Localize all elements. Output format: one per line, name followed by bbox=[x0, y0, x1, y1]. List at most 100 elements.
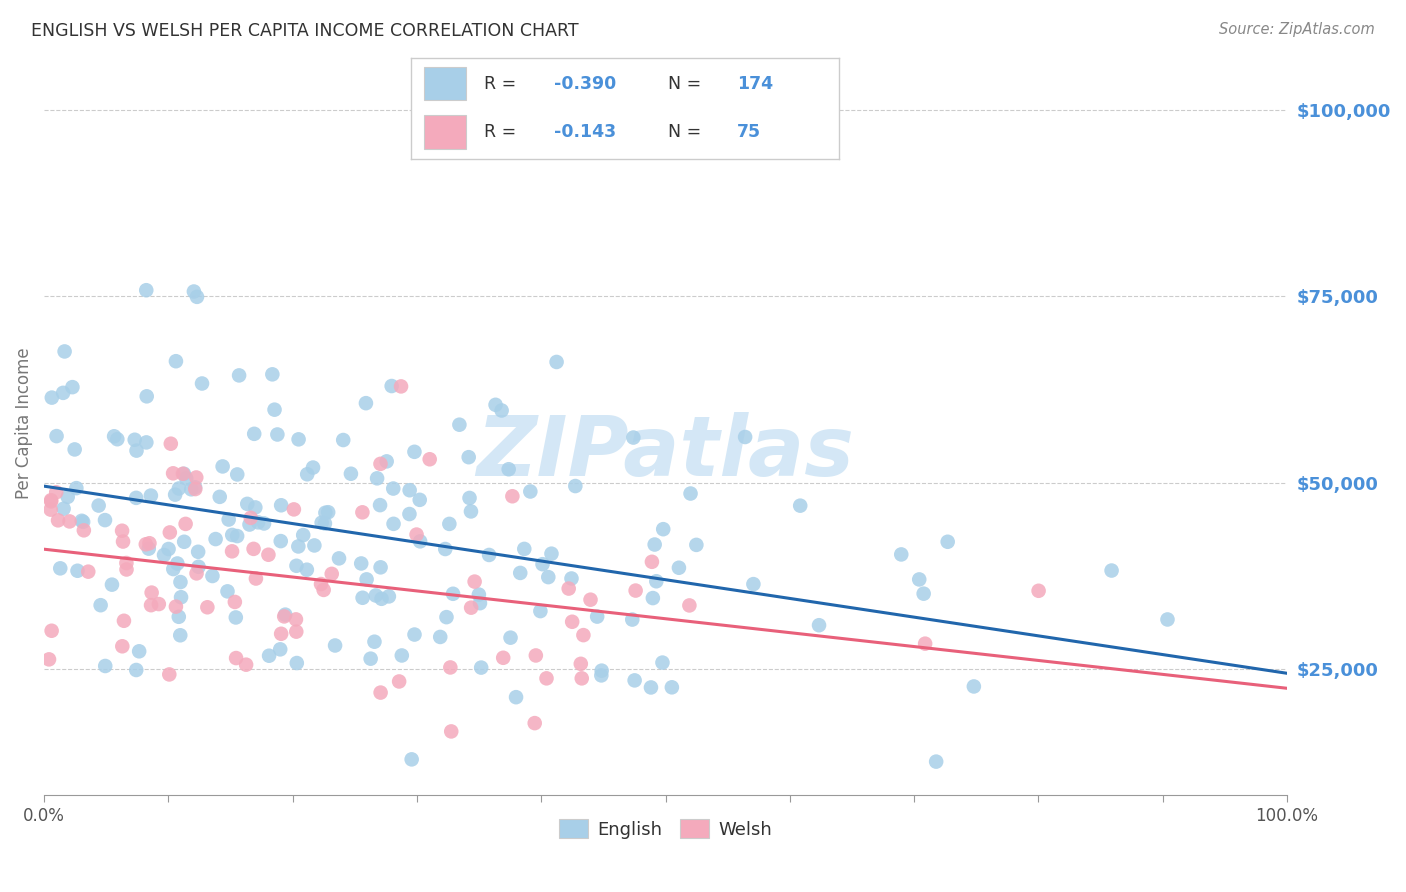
Point bbox=[621, 431, 644, 445]
Point bbox=[314, 506, 336, 520]
Point bbox=[382, 482, 405, 496]
Point bbox=[94, 513, 117, 527]
Point bbox=[73, 524, 96, 538]
Point bbox=[239, 511, 262, 525]
Point bbox=[58, 515, 80, 529]
Point bbox=[405, 527, 427, 541]
Point bbox=[128, 644, 150, 658]
Point bbox=[162, 467, 184, 481]
Point bbox=[460, 504, 482, 518]
Point bbox=[908, 573, 931, 587]
Point bbox=[364, 589, 387, 603]
Point bbox=[352, 505, 374, 519]
Point bbox=[651, 656, 673, 670]
Point bbox=[340, 467, 363, 481]
Point bbox=[39, 493, 62, 508]
Point bbox=[529, 604, 551, 618]
Point bbox=[53, 344, 76, 359]
Point bbox=[292, 528, 315, 542]
Point bbox=[165, 599, 187, 614]
Point bbox=[546, 355, 568, 369]
Point bbox=[321, 566, 343, 581]
Point bbox=[111, 524, 134, 538]
Point bbox=[641, 555, 664, 569]
Point bbox=[685, 538, 707, 552]
Text: ENGLISH VS WELSH PER CAPITA INCOME CORRELATION CHART: ENGLISH VS WELSH PER CAPITA INCOME CORRE… bbox=[31, 22, 578, 40]
Point bbox=[524, 648, 547, 663]
Point bbox=[115, 562, 138, 576]
Point bbox=[169, 575, 191, 590]
Point bbox=[245, 500, 267, 515]
Point bbox=[623, 673, 645, 688]
Point bbox=[274, 607, 297, 622]
Point bbox=[225, 651, 247, 665]
Point bbox=[72, 515, 94, 529]
Point bbox=[285, 656, 308, 670]
Point bbox=[668, 560, 690, 574]
Point bbox=[257, 648, 280, 663]
Point bbox=[226, 467, 249, 482]
Point bbox=[273, 609, 295, 624]
Point bbox=[186, 470, 208, 484]
Point bbox=[439, 516, 461, 531]
Point bbox=[115, 556, 138, 570]
Point bbox=[661, 681, 683, 695]
Point bbox=[370, 560, 392, 574]
Y-axis label: Per Capita Income: Per Capita Income bbox=[15, 347, 32, 499]
Point bbox=[153, 548, 176, 562]
Point bbox=[165, 488, 187, 502]
Point bbox=[159, 525, 181, 540]
Point bbox=[560, 572, 582, 586]
Point bbox=[238, 517, 260, 532]
Point bbox=[284, 612, 307, 626]
Point bbox=[363, 634, 385, 648]
Point bbox=[429, 630, 451, 644]
Point bbox=[352, 591, 374, 605]
Point bbox=[499, 631, 522, 645]
Point bbox=[389, 379, 412, 393]
Point bbox=[287, 540, 309, 554]
Point bbox=[195, 600, 218, 615]
Point bbox=[404, 627, 426, 641]
Point bbox=[94, 659, 117, 673]
Point bbox=[169, 628, 191, 642]
Point bbox=[157, 667, 180, 681]
Point bbox=[62, 380, 84, 394]
Point bbox=[186, 566, 208, 581]
Point bbox=[295, 467, 318, 482]
Point bbox=[166, 557, 188, 571]
Point bbox=[540, 547, 562, 561]
Point bbox=[269, 642, 291, 657]
Point bbox=[309, 577, 332, 591]
Point bbox=[401, 752, 423, 766]
Point bbox=[208, 490, 231, 504]
Point bbox=[139, 598, 162, 612]
Point bbox=[641, 591, 664, 605]
Point bbox=[103, 429, 125, 443]
Point bbox=[124, 433, 146, 447]
Point bbox=[382, 516, 405, 531]
Point bbox=[519, 484, 541, 499]
Point bbox=[159, 436, 181, 450]
Point bbox=[245, 572, 267, 586]
Point bbox=[56, 490, 79, 504]
Point bbox=[135, 435, 157, 450]
Point bbox=[569, 657, 592, 671]
Point bbox=[174, 516, 197, 531]
Point bbox=[253, 516, 276, 531]
Point bbox=[263, 402, 285, 417]
Point bbox=[436, 610, 458, 624]
Point bbox=[125, 443, 148, 458]
Point bbox=[125, 663, 148, 677]
Point bbox=[167, 482, 190, 496]
Point bbox=[165, 354, 187, 368]
Point bbox=[173, 467, 195, 481]
Point bbox=[323, 639, 346, 653]
Point bbox=[464, 574, 486, 589]
Point bbox=[492, 650, 515, 665]
Point bbox=[536, 671, 558, 685]
Point bbox=[375, 454, 398, 468]
Point bbox=[391, 648, 413, 663]
Point bbox=[498, 462, 520, 476]
Point bbox=[311, 516, 333, 530]
